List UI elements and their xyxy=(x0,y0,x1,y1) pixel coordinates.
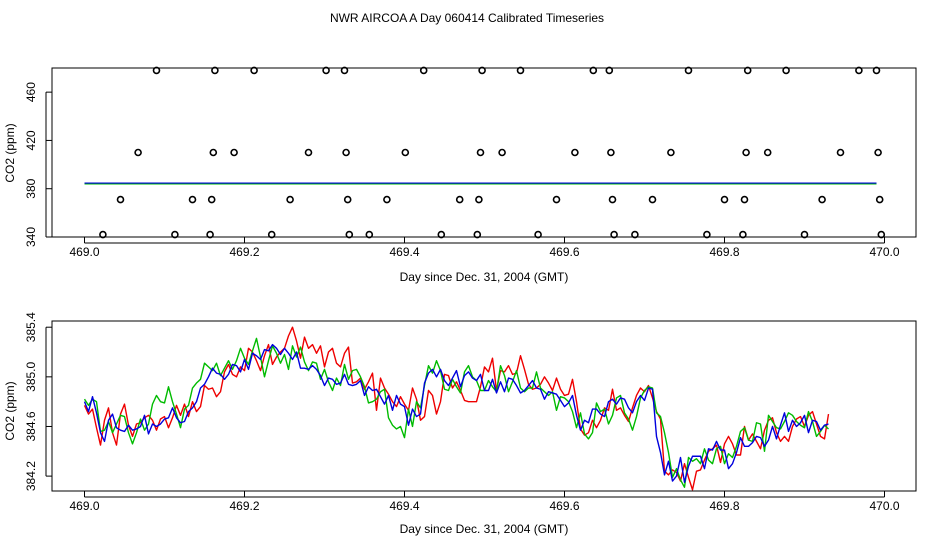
scatter-point xyxy=(401,148,410,157)
scatter-point xyxy=(874,148,882,157)
x-tick-label: 469.2 xyxy=(229,499,259,513)
scatter-point xyxy=(437,230,446,239)
scatter-point xyxy=(455,195,464,204)
scatter-point xyxy=(304,148,313,157)
scatter-point xyxy=(703,230,711,239)
series-line-blue xyxy=(83,343,829,484)
x-tick-label: 470.0 xyxy=(869,499,899,513)
scatter-point xyxy=(475,195,483,204)
x-tick-label: 469.6 xyxy=(549,245,579,259)
y-axis-top: 340 380 420 460 xyxy=(24,82,52,247)
scatter-point xyxy=(720,195,729,204)
x-axis-top: 469.0 469.2 469.4 469.6 469.8 470.0 xyxy=(69,237,900,259)
scatter-point xyxy=(476,148,485,157)
scatter-point xyxy=(552,195,561,204)
x-tick-label: 469.0 xyxy=(69,499,99,513)
scatter-point xyxy=(667,148,675,157)
x-tick-label: 469.6 xyxy=(549,499,579,513)
y-tick-label: 420 xyxy=(24,130,38,150)
scatter-point xyxy=(250,66,258,75)
y-axis-label-top: CO2 (ppm) xyxy=(3,123,17,182)
scatter-point xyxy=(340,66,349,75)
x-tick-label: 469.4 xyxy=(389,499,419,513)
scatter-point xyxy=(286,195,294,204)
y-tick-label: 340 xyxy=(24,227,38,247)
scatter-point xyxy=(322,66,330,75)
scatter-point xyxy=(605,66,614,75)
y-axis-label-bottom: CO2 (ppm) xyxy=(3,381,17,440)
scatter-point xyxy=(206,230,214,239)
figure-title: NWR AIRCOA A Day 060414 Calibrated Times… xyxy=(330,11,604,25)
x-tick-label: 469.2 xyxy=(229,245,259,259)
scatter-point xyxy=(419,66,428,75)
scatter-point xyxy=(743,66,752,75)
plot-frame-bottom xyxy=(51,320,917,492)
y-tick-label: 385.0 xyxy=(24,361,38,391)
scatter-point xyxy=(116,195,125,204)
scatter-point xyxy=(207,195,216,204)
y-tick-label: 384.2 xyxy=(24,461,38,491)
scatter-point xyxy=(607,148,615,157)
scatter-point xyxy=(877,230,886,239)
y-tick-label: 385.4 xyxy=(24,312,38,342)
scatter-point xyxy=(631,230,639,239)
scatter-point xyxy=(267,230,276,239)
scatter-point xyxy=(478,66,486,75)
scatter-point xyxy=(740,195,749,204)
y-tick-label: 384.6 xyxy=(24,411,38,441)
x-axis-bottom: 469.0 469.2 469.4 469.6 469.8 470.0 xyxy=(69,491,900,513)
y-tick-label: 380 xyxy=(24,178,38,198)
scatter-point xyxy=(571,148,579,157)
scatter-point xyxy=(855,66,863,75)
scatter-point xyxy=(648,195,657,204)
scatter-point xyxy=(800,230,809,239)
scatter-point xyxy=(498,148,506,157)
scatter-point xyxy=(763,148,772,157)
line-series xyxy=(83,326,830,491)
x-tick-label: 470.0 xyxy=(869,245,899,259)
scatter-point xyxy=(188,195,197,204)
scatter-point xyxy=(534,230,542,239)
scatter-point xyxy=(152,66,161,75)
scatter-point xyxy=(99,230,107,239)
scatter-point xyxy=(610,230,618,239)
scatter-point xyxy=(782,66,790,75)
scatter-point xyxy=(345,230,354,239)
x-axis-label-top: Day since Dec. 31, 2004 (GMT) xyxy=(400,270,569,284)
series-line-green xyxy=(83,337,829,488)
scatter-point xyxy=(818,195,826,204)
scatter-point xyxy=(365,230,374,239)
scatter-point xyxy=(342,148,350,157)
x-tick-label: 469.8 xyxy=(709,245,739,259)
scatter-point xyxy=(171,230,179,239)
x-tick-label: 469.0 xyxy=(69,245,99,259)
scatter-point xyxy=(608,195,617,204)
scatter-point xyxy=(516,66,525,75)
scatter-point xyxy=(383,195,391,204)
x-axis-label-bottom: Day since Dec. 31, 2004 (GMT) xyxy=(400,522,569,536)
scatter-point xyxy=(209,148,218,157)
scatter-point xyxy=(836,148,845,157)
x-tick-label: 469.4 xyxy=(389,245,419,259)
scatter-point xyxy=(742,148,750,157)
scatter-point xyxy=(473,230,482,239)
scatter-points xyxy=(84,66,886,239)
scatter-point xyxy=(684,66,693,75)
panel-top-scatter: 469.0 469.2 469.4 469.6 469.8 470.0 340 380 420… xyxy=(3,66,917,284)
scatter-point xyxy=(343,195,352,204)
scatter-point xyxy=(134,148,142,157)
x-tick-label: 469.8 xyxy=(709,499,739,513)
series-line-red xyxy=(83,326,830,491)
scatter-point xyxy=(230,148,238,157)
scatter-point xyxy=(589,66,598,75)
panel-bottom-line: 469.0 469.2 469.4 469.6 469.8 470.0 384.2384.… xyxy=(3,312,917,536)
scatter-point xyxy=(739,230,747,239)
y-axis-bottom: 384.2 384.6 385.0 385.4 xyxy=(24,312,52,491)
scatter-point xyxy=(211,66,219,75)
y-tick-label: 460 xyxy=(24,82,38,102)
scatter-point xyxy=(872,66,881,75)
scatter-point xyxy=(875,195,884,204)
